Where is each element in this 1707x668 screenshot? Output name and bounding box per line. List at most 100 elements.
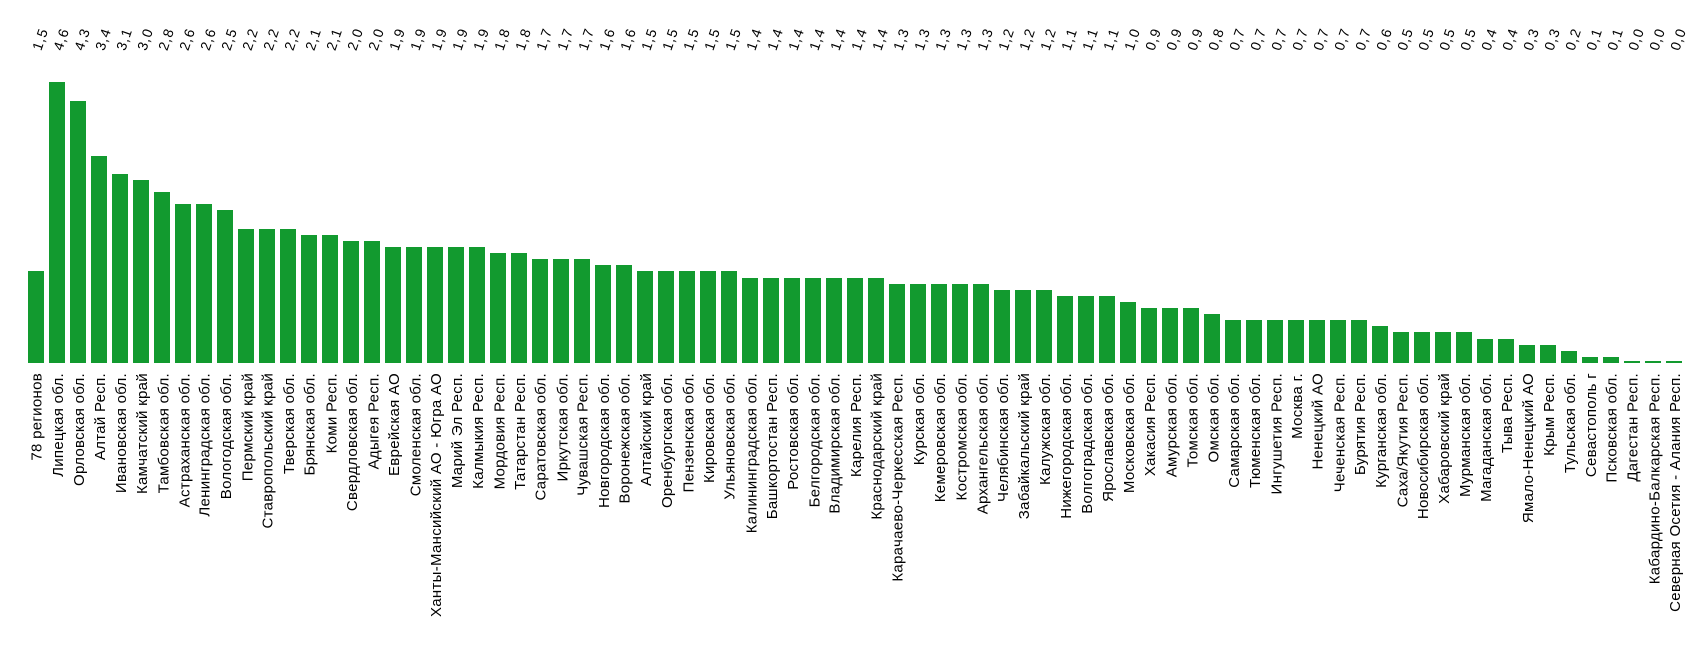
region-label: Владимирская обл. [827,373,844,514]
region-label-area: Ненецкий АО [1307,363,1328,668]
bar [595,265,611,363]
value-label-area: 0,3 [1538,0,1563,56]
region-label-area: Ингушетия Респ. [1265,363,1286,668]
bar-column: 1,5 Ульяновская обл. [719,0,744,668]
bar-area [740,56,761,363]
bar-column: 1,2 Калужская обл. [1034,0,1059,668]
region-label-area: Хакасия Респ. [1139,363,1160,668]
region-label-area: Тверская обл. [278,363,299,668]
region-label-area: Ростовская обл. [782,363,803,668]
value-label-area: 0,9 [1160,0,1185,56]
region-label: Свердловская обл. [344,373,361,512]
bar-column: 0,0 Дагестан Респ. [1622,0,1647,668]
region-label-area: Алтайский край [635,363,656,668]
value-label-area: 0,6 [1370,0,1395,56]
region-label: Амурская обл. [1163,373,1180,478]
region-label: Воронежская обл. [617,373,634,504]
bar-column: 1,4 Ростовская обл. [782,0,807,668]
region-label: Липецкая обл. [50,373,67,477]
value-label-area: 1,9 [383,0,408,56]
region-label: Челябинская обл. [995,373,1012,502]
value-label-area: 0,8 [1202,0,1227,56]
bar-column: 1,5 Кировская обл. [698,0,723,668]
bar-column: 3,0 Камчатский край [131,0,156,668]
region-label: Архангельская обл. [974,373,991,515]
bar-area [1307,56,1328,363]
region-label-area: Ямало-Ненецкий АО [1517,363,1538,668]
region-label: Алтайский край [638,373,655,486]
region-label: Оренбургская обл. [659,373,676,509]
region-label: Ямало-Ненецкий АО [1520,373,1537,524]
bar [1624,361,1640,363]
value-label-area: 1,3 [887,0,912,56]
bar [91,156,107,363]
region-label: Забайкальский край [1016,373,1033,520]
bar-area [1433,56,1454,363]
region-label: Пензенская обл. [680,373,697,493]
region-label: Алтай Респ. [92,373,109,461]
bar [1267,320,1283,363]
region-label: Москва г. [1289,373,1306,439]
value-label-area: 0,7 [1328,0,1353,56]
region-label: Смоленская обл. [407,373,424,497]
region-label: Хабаровский край [1436,373,1453,504]
value-label-area: 3,4 [89,0,114,56]
bar-column: 1,4 Башкортостан Респ. [761,0,786,668]
bar-area [635,56,656,363]
bar [385,247,401,363]
region-label-area: Липецкая обл. [47,363,68,668]
bar [616,265,632,363]
value-label-area: 2,2 [236,0,261,56]
region-label: Псковская обл. [1604,373,1621,483]
bar-column: 1,8 Татарстан Респ. [509,0,534,668]
region-label-area: Чеченская Респ. [1328,363,1349,668]
value-label-area: 0,9 [1139,0,1164,56]
value-label-area: 1,6 [593,0,618,56]
region-label: Краснодарский край [869,373,886,520]
bar-column: 0,1 Псковская обл. [1601,0,1626,668]
bar [1183,308,1199,363]
value-label-area: 1,3 [908,0,933,56]
value-label-area: 1,4 [824,0,849,56]
bar-area [677,56,698,363]
region-label-area: Ставропольский край [257,363,278,668]
bar [574,259,590,363]
region-label: Московская обл. [1121,373,1138,494]
region-label-area: Ханты-Мансийский АО - Югра АО [425,363,446,668]
region-label: Коми Респ. [323,373,340,454]
region-label: Саратовская обл. [533,373,550,501]
value-label-area: 0,4 [1475,0,1500,56]
bar [742,278,758,363]
region-label-area: Смоленская обл. [404,363,425,668]
bar [343,241,359,363]
region-label-area: Кировская обл. [698,363,719,668]
bar-area [1622,56,1643,363]
bar-column: 0,5 Хабаровский край [1433,0,1458,668]
bar [1015,290,1031,363]
region-label-area: Воронежская обл. [614,363,635,668]
bar [448,247,464,363]
bar-area [68,56,89,363]
value-label-area: 0,5 [1412,0,1437,56]
region-label: Брянская обл. [302,373,319,476]
region-label: Самарская обл. [1226,373,1243,488]
region-label: Волгоградская обл. [1079,373,1096,514]
value-label-area: 0,5 [1433,0,1458,56]
bar [952,284,968,363]
value-label-area: 0,0 [1643,0,1668,56]
region-label: Марий Эл Респ. [449,373,466,489]
bar-column: 2,0 Адыгея Респ. [362,0,387,668]
region-label-area: Амурская обл. [1160,363,1181,668]
value-label-area: 1,7 [572,0,597,56]
bar [28,271,44,363]
bar [532,259,548,363]
bar-area [131,56,152,363]
bar [1456,332,1472,363]
region-label-area: Башкортостан Респ. [761,363,782,668]
bar-area [1265,56,1286,363]
region-label-area: Брянская обл. [299,363,320,668]
bar-column: 0,7 Ненецкий АО [1307,0,1332,668]
bar-area [1328,56,1349,363]
region-label: Томская обл. [1184,373,1201,468]
